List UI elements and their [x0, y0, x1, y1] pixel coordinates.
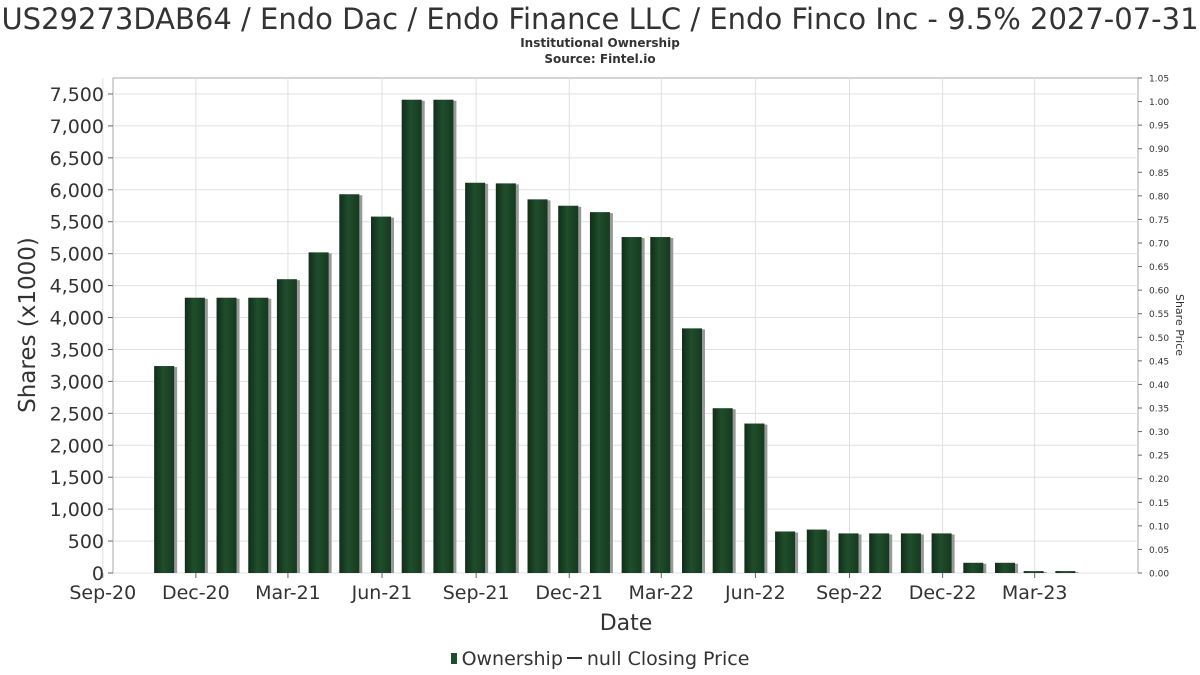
- y2-tick-label: 0.50: [1149, 334, 1169, 344]
- y2-tick-label: 0.65: [1149, 263, 1169, 273]
- y-tick-label: 0: [92, 563, 104, 585]
- ownership-bar: [184, 297, 205, 573]
- ownership-bar: [995, 562, 1016, 573]
- ownership-bar: [216, 297, 237, 573]
- ownership-bar: [465, 182, 486, 573]
- y2-tick-label: 0.40: [1149, 381, 1169, 391]
- chart-subtitle: Institutional Ownership: [520, 36, 680, 50]
- ownership-bar: [931, 533, 952, 573]
- y-tick-label: 1,500: [50, 467, 104, 489]
- chart-source: Source: Fintel.io: [544, 52, 656, 66]
- x-tick-label: Mar-23: [1002, 582, 1068, 604]
- y-tick-label: 5,000: [50, 244, 104, 266]
- ownership-bar: [248, 297, 269, 573]
- x-tick-label: Dec-22: [909, 582, 977, 604]
- ownership-bar: [681, 328, 702, 573]
- y2-tick-label: 0.05: [1149, 546, 1169, 556]
- bar-layer: [154, 99, 1079, 574]
- y2-axis-label: Share Price: [1173, 294, 1186, 356]
- y-tick-label: 4,000: [50, 308, 104, 330]
- y-axis-label: Shares (x1000): [15, 237, 41, 413]
- y-tick-label: 7,000: [50, 116, 104, 138]
- ownership-bar: [869, 533, 890, 573]
- price-line-icon: [566, 657, 582, 659]
- ownership-bar: [963, 562, 984, 573]
- x-axis-label: Date: [600, 611, 653, 636]
- y-tick-label: 3,500: [50, 339, 104, 361]
- y-tick-label: 6,500: [50, 148, 104, 170]
- x-tick-label: Jun-22: [724, 582, 786, 604]
- legend: Ownership null Closing Price: [0, 647, 1200, 671]
- x-tick-label: Sep-22: [816, 582, 883, 604]
- ownership-bar: [650, 237, 671, 574]
- y-tick-label: 2,500: [50, 403, 104, 425]
- y2-tick-label: 0.85: [1149, 169, 1169, 179]
- y-tick-label: 6,000: [50, 180, 104, 202]
- ownership-bar: [1023, 571, 1044, 573]
- ownership-bar: [1055, 571, 1076, 573]
- axis-layer: 0 500 1,000 1,500 2,000 2,500 3,000 3,500 4,000 4…: [50, 75, 1170, 605]
- y2-tick-label: 1.05: [1149, 75, 1169, 85]
- ownership-bar: [527, 199, 548, 573]
- x-tick-label: Sep-20: [69, 582, 136, 604]
- legend-price-label: null Closing Price: [586, 648, 750, 670]
- x-tick-label: Dec-20: [162, 582, 230, 604]
- ownership-bar: [401, 99, 422, 573]
- y-tick-label: 3,000: [50, 371, 104, 393]
- y2-tick-label: 0.20: [1149, 475, 1169, 485]
- y2-tick-label: 0.55: [1149, 310, 1169, 320]
- ownership-bar: [744, 423, 765, 573]
- ownership-bar: [339, 194, 360, 573]
- y-tick-label: 2,000: [50, 435, 104, 457]
- y2-tick-label: 0.80: [1149, 192, 1169, 202]
- y2-tick-label: 0.90: [1149, 145, 1169, 155]
- y2-tick-label: 0.00: [1149, 570, 1169, 580]
- y2-tick-label: 0.30: [1149, 428, 1169, 438]
- ownership-bar: [154, 366, 175, 573]
- ownership-bar: [371, 216, 392, 573]
- y2-tick-label: 0.10: [1149, 522, 1169, 532]
- y2-tick-label: 0.35: [1149, 405, 1169, 415]
- y2-tick-label: 0.75: [1149, 216, 1169, 226]
- ownership-bar: [712, 408, 733, 573]
- ownership-bar: [838, 533, 859, 573]
- ownership-bar: [806, 529, 827, 573]
- x-tick-label: Jun-21: [351, 582, 413, 604]
- ownership-bar: [589, 212, 610, 573]
- ownership-bar: [775, 531, 796, 573]
- y-tick-label: 500: [68, 531, 104, 553]
- y2-tick-label: 0.45: [1149, 357, 1169, 367]
- ownership-bar: [308, 252, 329, 573]
- y-tick-label: 7,500: [50, 84, 104, 106]
- ownership-swatch-icon: [450, 653, 457, 664]
- y2-tick-label: 0.25: [1149, 452, 1169, 462]
- y-tick-label: 4,500: [50, 276, 104, 298]
- ownership-bar: [276, 279, 297, 573]
- x-tick-label: Dec-21: [535, 582, 603, 604]
- y2-tick-label: 0.95: [1149, 122, 1169, 132]
- legend-ownership-label: Ownership: [461, 648, 563, 670]
- y-tick-label: 5,500: [50, 212, 104, 234]
- y2-tick-label: 1.00: [1149, 98, 1169, 108]
- y2-tick-label: 0.60: [1149, 287, 1169, 297]
- ownership-bar: [495, 183, 516, 574]
- ownership-bar: [433, 99, 454, 573]
- y-tick-label: 1,000: [50, 499, 104, 521]
- y2-tick-label: 0.70: [1149, 240, 1169, 250]
- y2-tick-label: 0.15: [1149, 499, 1169, 509]
- chart-title: US29273DAB64 / Endo Dac / Endo Finance L…: [1, 2, 1199, 36]
- x-tick-label: Mar-22: [628, 582, 694, 604]
- ownership-bar: [900, 533, 921, 573]
- x-tick-label: Sep-21: [443, 582, 510, 604]
- x-tick-label: Mar-21: [255, 582, 321, 604]
- ownership-bar: [558, 205, 579, 573]
- ownership-bar: [621, 237, 642, 574]
